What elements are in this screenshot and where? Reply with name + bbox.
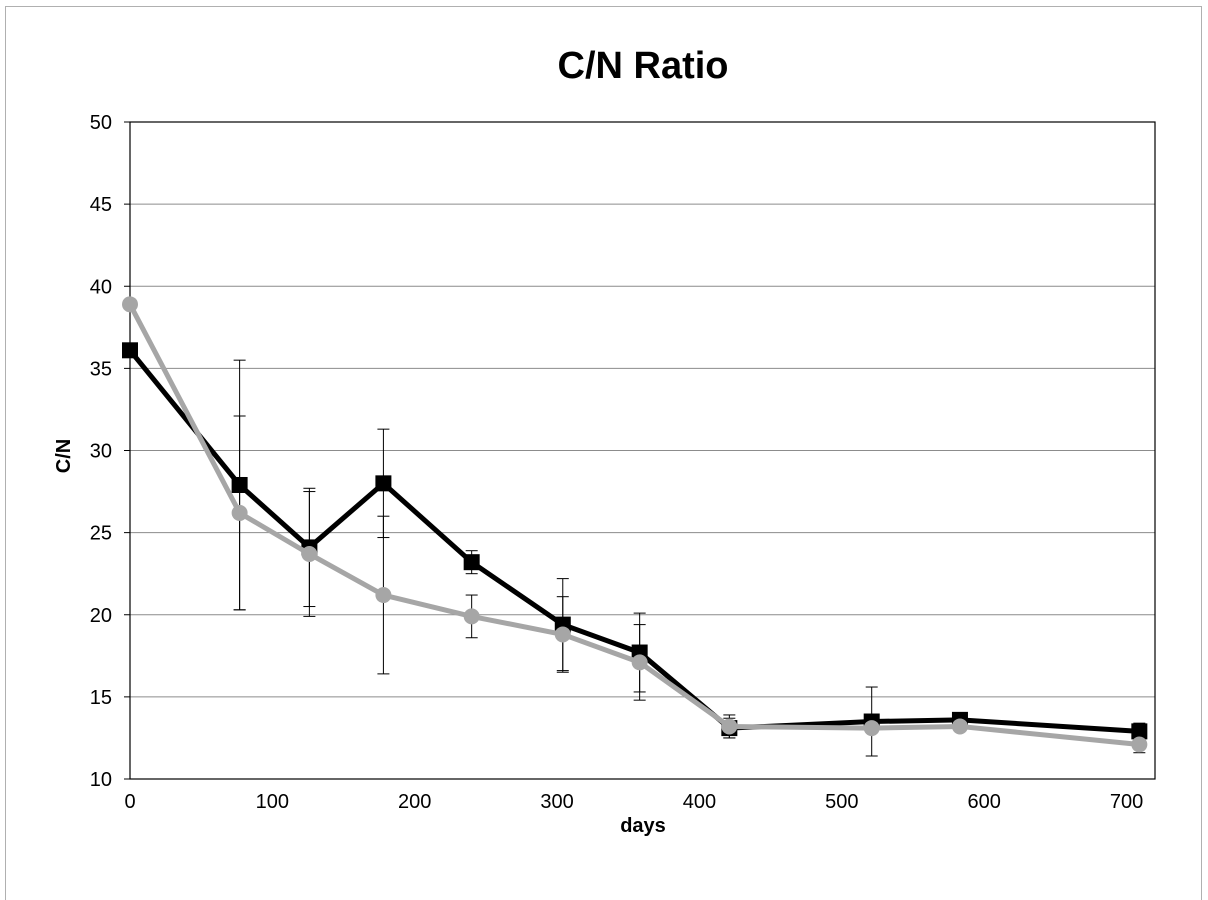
chart-frame <box>5 6 1202 900</box>
y-tick-label: 15 <box>90 687 112 709</box>
series-layer <box>122 296 1148 753</box>
x-tick-label: 300 <box>540 791 573 813</box>
y-tick-label: 10 <box>90 769 112 791</box>
x-tick-label: 500 <box>825 791 858 813</box>
series-2-point <box>1131 736 1148 753</box>
series-2-point <box>863 720 880 737</box>
y-tick-label: 40 <box>90 276 112 298</box>
series-2-point <box>721 718 738 735</box>
series-1-point <box>122 342 138 359</box>
x-tick-label: 100 <box>256 791 289 813</box>
series-2-point <box>631 654 648 671</box>
y-tick-label: 20 <box>90 605 112 627</box>
series-2-point <box>231 504 248 521</box>
x-tick-label: 200 <box>398 791 431 813</box>
y-axis-ticks: 10 15 20 25 30 35 40 45 50 <box>90 112 130 791</box>
grid-layer <box>130 203 1155 698</box>
x-tick-label: 600 <box>967 791 1000 813</box>
series-1-line <box>128 348 1140 734</box>
series-2-point <box>122 296 138 313</box>
series-2-point <box>554 626 571 643</box>
series-1-point <box>231 476 248 493</box>
y-tick-label: 30 <box>90 441 112 463</box>
y-tick-label: 45 <box>90 194 112 216</box>
y-axis-label: C/N <box>53 439 75 473</box>
series-1-point <box>463 554 480 571</box>
series-1-point <box>375 475 392 492</box>
series-2-point <box>951 718 968 735</box>
x-axis-ticks: 0 100 200 300 400 500 600 700 <box>124 791 1143 813</box>
y-tick-label: 50 <box>90 112 112 134</box>
chart-title: C/N Ratio <box>558 45 729 87</box>
series-1-point <box>1131 723 1148 740</box>
series-2-point <box>375 587 392 604</box>
y-tick-label: 25 <box>90 523 112 545</box>
y-tick-label: 35 <box>90 358 112 380</box>
series-2-point <box>301 545 318 562</box>
x-tick-label: 700 <box>1110 791 1143 813</box>
x-axis-label: days <box>620 815 666 837</box>
x-tick-label: 400 <box>683 791 716 813</box>
x-tick-label: 0 <box>124 791 135 813</box>
series-2-point <box>463 608 480 625</box>
